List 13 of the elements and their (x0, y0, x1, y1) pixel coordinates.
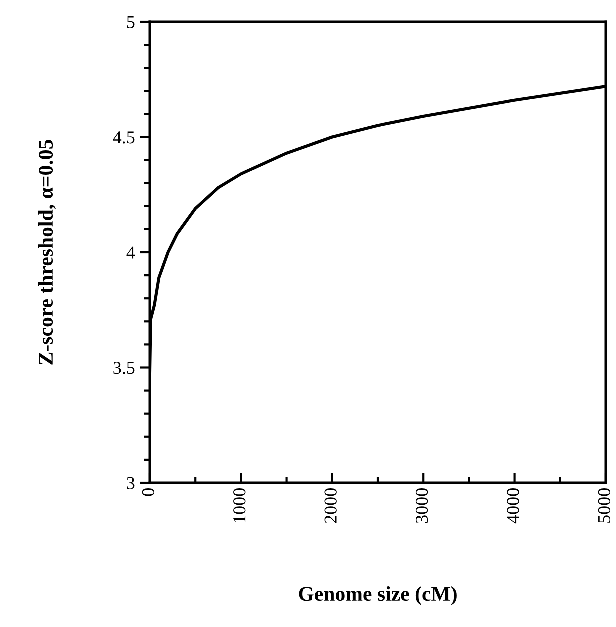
x-tick-label: 0 (142, 488, 155, 496)
x-tick-label: 1000 (234, 488, 246, 522)
x-tick-label: 4000 (507, 488, 520, 524)
x-axis-title: Genome size (cM) (299, 586, 457, 606)
x-tick-label: 2000 (324, 488, 337, 524)
x-tick-label: 3000 (416, 488, 428, 524)
y-tick-label: 3 (127, 477, 135, 490)
y-tick-label: 5 (127, 16, 135, 28)
y-tick-label: 4 (126, 246, 136, 259)
x-tick-label: 5000 (598, 488, 611, 523)
y-tick-label: 4.5 (113, 132, 135, 144)
y-axis-title: Z-score threshold, α=0.05 (38, 140, 56, 365)
y-tick-label: 3.5 (114, 362, 135, 374)
